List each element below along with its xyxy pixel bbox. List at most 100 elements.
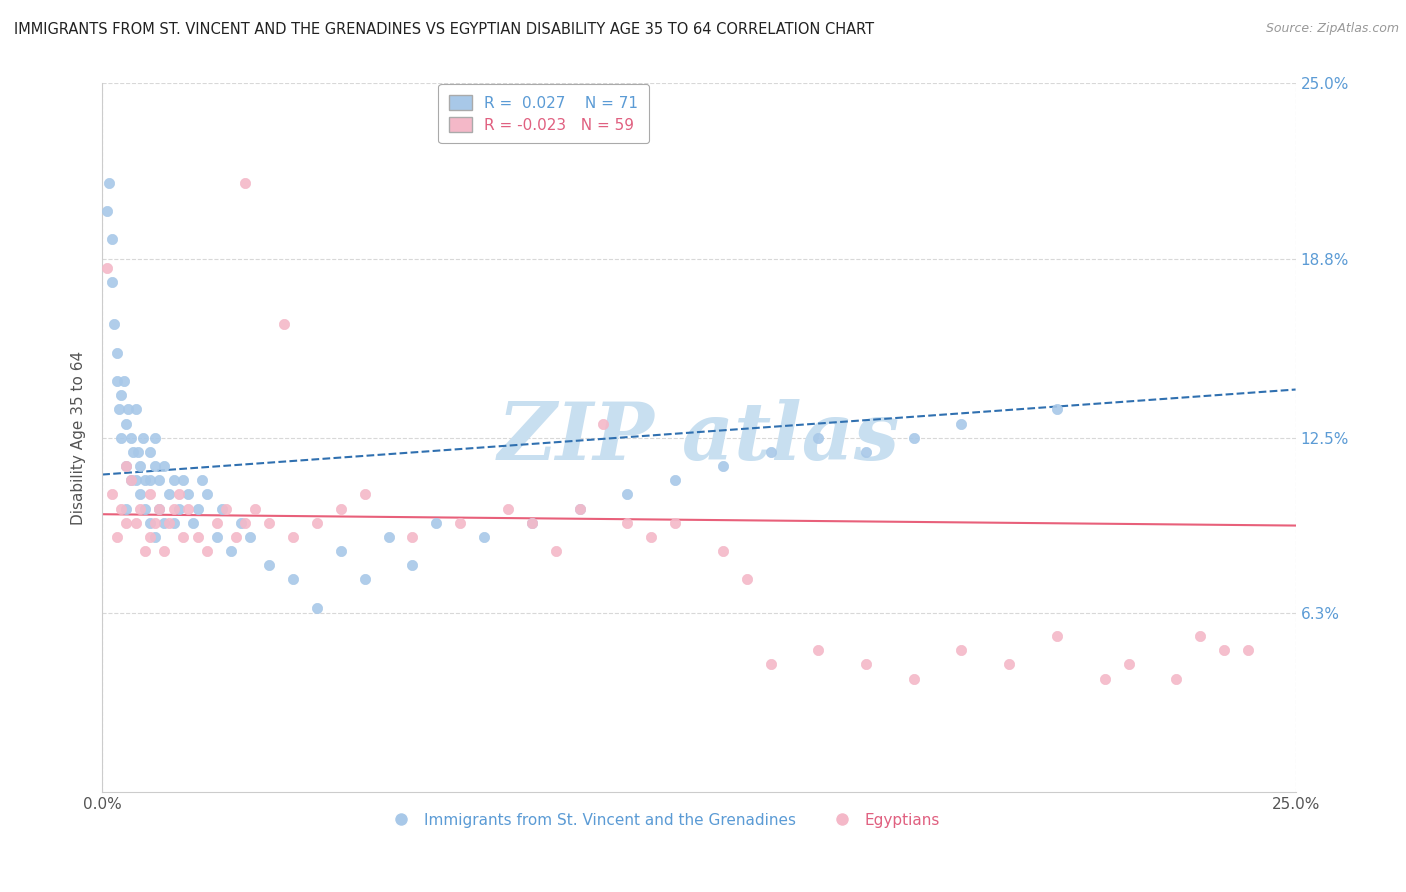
- Point: [139, 516, 162, 530]
- Point: [998, 657, 1021, 672]
- Point: [105, 345, 128, 359]
- Point: [377, 530, 399, 544]
- Point: [1166, 672, 1188, 686]
- Point: [1046, 629, 1069, 643]
- Point: [239, 530, 262, 544]
- Point: [124, 402, 146, 417]
- Point: [520, 516, 543, 530]
- Point: [401, 558, 423, 573]
- Point: [195, 544, 218, 558]
- Point: [711, 544, 734, 558]
- Point: [205, 516, 228, 530]
- Point: [640, 530, 662, 544]
- Point: [177, 501, 200, 516]
- Point: [855, 445, 877, 459]
- Point: [425, 516, 447, 530]
- Point: [735, 573, 758, 587]
- Point: [132, 431, 155, 445]
- Point: [225, 530, 247, 544]
- Point: [401, 530, 423, 544]
- Point: [1046, 402, 1069, 417]
- Point: [153, 544, 176, 558]
- Point: [143, 431, 166, 445]
- Point: [1094, 672, 1116, 686]
- Point: [472, 530, 495, 544]
- Point: [616, 516, 638, 530]
- Point: [568, 501, 591, 516]
- Point: [903, 672, 925, 686]
- Point: [449, 516, 471, 530]
- Point: [153, 516, 176, 530]
- Point: [807, 643, 830, 657]
- Point: [172, 473, 194, 487]
- Point: [120, 431, 142, 445]
- Point: [187, 501, 209, 516]
- Point: [115, 501, 138, 516]
- Point: [616, 487, 638, 501]
- Point: [855, 657, 877, 672]
- Point: [283, 530, 305, 544]
- Point: [110, 388, 132, 402]
- Point: [115, 417, 138, 431]
- Point: [100, 275, 122, 289]
- Point: [163, 516, 186, 530]
- Point: [353, 487, 375, 501]
- Point: [259, 558, 281, 573]
- Point: [305, 516, 328, 530]
- Point: [100, 487, 122, 501]
- Point: [950, 417, 973, 431]
- Point: [98, 176, 121, 190]
- Point: [120, 473, 142, 487]
- Point: [129, 458, 152, 473]
- Point: [1213, 643, 1236, 657]
- Point: [1118, 657, 1140, 672]
- Point: [229, 516, 252, 530]
- Point: [129, 501, 152, 516]
- Point: [134, 544, 156, 558]
- Point: [544, 544, 567, 558]
- Point: [139, 487, 162, 501]
- Point: [129, 487, 152, 501]
- Point: [115, 458, 138, 473]
- Point: [124, 473, 146, 487]
- Point: [568, 501, 591, 516]
- Point: [1189, 629, 1212, 643]
- Point: [305, 600, 328, 615]
- Point: [191, 473, 214, 487]
- Point: [205, 530, 228, 544]
- Text: IMMIGRANTS FROM ST. VINCENT AND THE GRENADINES VS EGYPTIAN DISABILITY AGE 35 TO : IMMIGRANTS FROM ST. VINCENT AND THE GREN…: [14, 22, 875, 37]
- Point: [120, 473, 142, 487]
- Point: [134, 473, 156, 487]
- Point: [177, 487, 200, 501]
- Point: [759, 445, 782, 459]
- Point: [903, 431, 925, 445]
- Text: Source: ZipAtlas.com: Source: ZipAtlas.com: [1265, 22, 1399, 36]
- Point: [163, 501, 186, 516]
- Point: [157, 516, 180, 530]
- Point: [211, 501, 233, 516]
- Point: [110, 501, 132, 516]
- Point: [163, 473, 186, 487]
- Point: [273, 318, 295, 332]
- Point: [807, 431, 830, 445]
- Point: [235, 176, 257, 190]
- Point: [215, 501, 238, 516]
- Point: [1237, 643, 1260, 657]
- Point: [283, 573, 305, 587]
- Point: [219, 544, 242, 558]
- Point: [592, 417, 614, 431]
- Point: [167, 487, 190, 501]
- Point: [139, 530, 162, 544]
- Point: [950, 643, 973, 657]
- Point: [187, 530, 209, 544]
- Point: [100, 232, 122, 246]
- Point: [143, 458, 166, 473]
- Point: [759, 657, 782, 672]
- Point: [143, 530, 166, 544]
- Point: [243, 501, 266, 516]
- Point: [353, 573, 375, 587]
- Point: [124, 516, 146, 530]
- Point: [96, 260, 118, 275]
- Point: [143, 516, 166, 530]
- Point: [711, 458, 734, 473]
